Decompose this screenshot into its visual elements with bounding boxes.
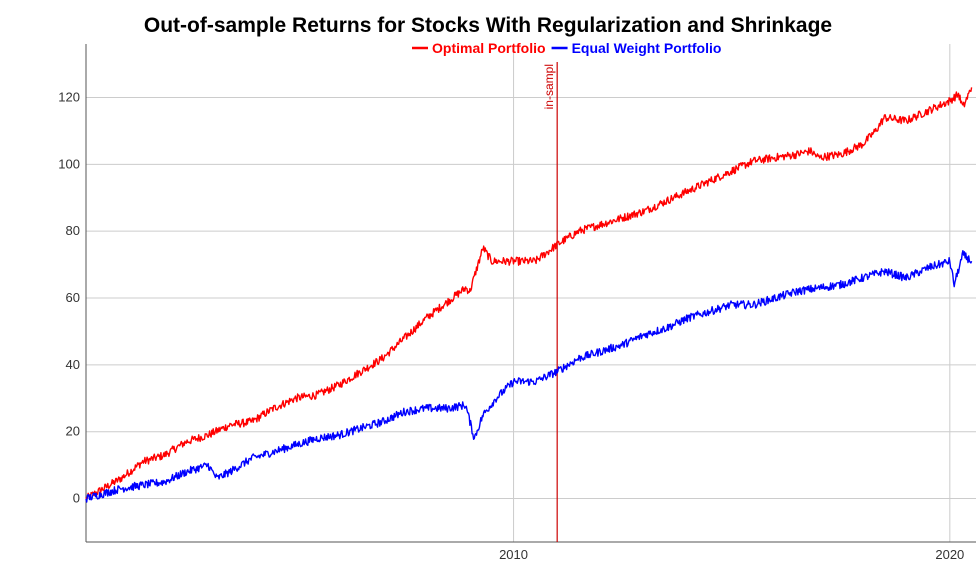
x-tick-label: 2010: [499, 547, 528, 562]
series-lines: [85, 87, 973, 503]
legend: Optimal Portfolio Equal Weight Portfolio: [412, 40, 721, 56]
annotations: in-sampl: [542, 62, 558, 542]
in-sample-label: in-sampl: [542, 64, 556, 109]
y-tick-label: 60: [66, 290, 80, 305]
y-tick-label: 20: [66, 424, 80, 439]
y-tick-label: 80: [66, 223, 80, 238]
tick-labels: 0 20 40 60 80 100 120 2010 2020: [58, 89, 964, 562]
legend-item-optimal-portfolio: Optimal Portfolio: [412, 40, 546, 56]
x-tick-label: 2020: [935, 547, 964, 562]
y-tick-label: 40: [66, 357, 80, 372]
y-tick-label: 120: [58, 89, 80, 104]
legend-item-equal-weight-portfolio: Equal Weight Portfolio: [551, 40, 722, 56]
y-tick-label: 100: [58, 156, 80, 171]
legend-label: Equal Weight Portfolio: [572, 40, 722, 56]
legend-label: Optimal Portfolio: [432, 40, 546, 56]
series-line-equal-weight-portfolio: [85, 250, 973, 503]
series-line-optimal-portfolio: [85, 87, 973, 501]
chart-title: Out-of-sample Returns for Stocks With Re…: [144, 14, 832, 37]
y-tick-label: 0: [73, 491, 80, 506]
grid-lines: [86, 44, 976, 542]
axes: [85, 44, 976, 543]
